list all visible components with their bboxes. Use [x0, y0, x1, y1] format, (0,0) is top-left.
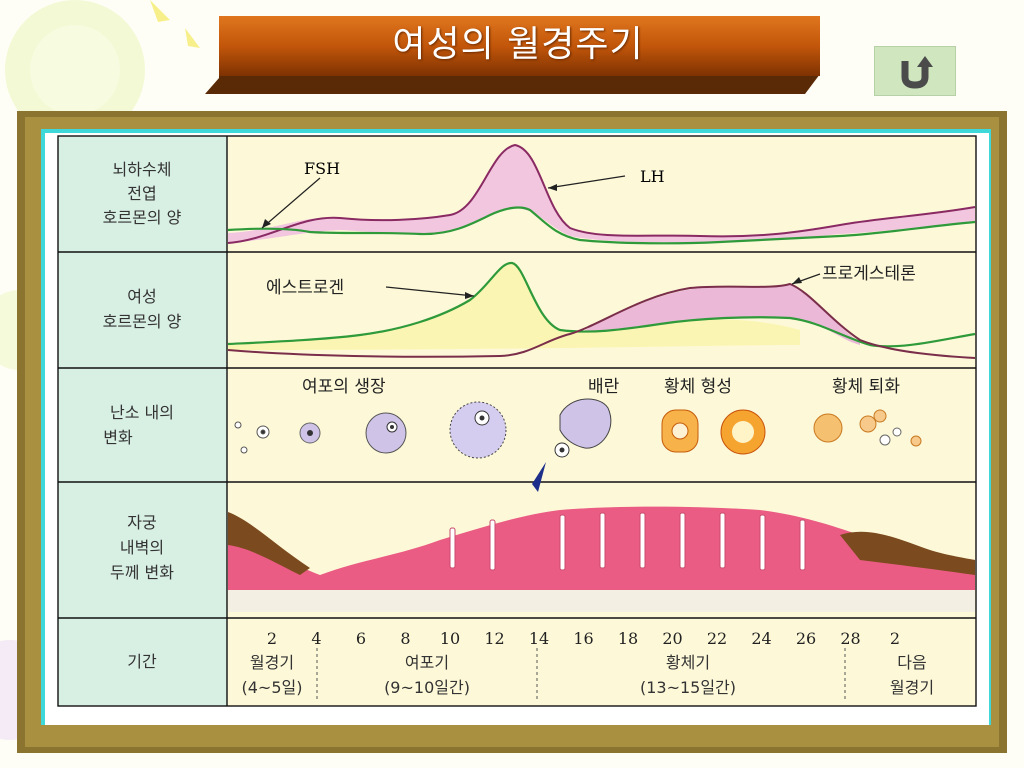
ovulation-label: 배란	[588, 377, 620, 397]
phase-range: (4~5일)	[242, 678, 303, 697]
ovulation-stage	[532, 398, 612, 492]
row-label-line: 뇌하수체	[113, 160, 172, 179]
menstrual-shedding-left	[228, 512, 310, 575]
menstrual-shedding-right	[840, 531, 975, 575]
lh-label: LH	[640, 167, 665, 186]
follicle-stage-1	[234, 421, 270, 454]
row-label-line: 호르몬의 양	[103, 208, 182, 227]
lh-fill-area	[228, 145, 975, 243]
back-button[interactable]	[874, 46, 956, 96]
phase-name: 여포기	[405, 653, 449, 672]
phase-name: 월경기	[250, 653, 294, 672]
row-label-ovary: 난소 내의 변화	[103, 403, 174, 447]
progesterone-label: 프로게스테론	[822, 264, 916, 284]
day-tick-label: 8	[400, 629, 410, 648]
day-tick-label: 22	[707, 629, 727, 648]
row-label-line: 전엽	[127, 184, 156, 203]
progesterone-curve	[227, 282, 976, 359]
day-tick-label: 28	[840, 629, 860, 648]
day-tick-label: 2	[890, 629, 900, 648]
follicle-growth-label: 여포의 생장	[302, 377, 386, 397]
day-tick-labels: 2 4 6 8 10 12 14 16 18 20 22 24 26 28 2	[267, 629, 900, 648]
corpus-luteum-degeneration-label: 황체 퇴화	[832, 377, 900, 397]
endometrium-row	[228, 506, 975, 612]
fsh-pointer	[261, 177, 321, 229]
phase-name: 황체기	[666, 653, 710, 672]
row-label-line: 내벽의	[120, 538, 164, 557]
fsh-curve	[227, 206, 976, 245]
day-tick-label: 14	[529, 629, 549, 648]
lh-curve	[227, 143, 976, 244]
title-banner	[205, 16, 820, 94]
u-turn-arrow-icon	[901, 56, 933, 89]
corpus-luteum-regressing	[813, 409, 922, 447]
ovarian-hormone-chart: 에스트로겐 프로게스테론	[227, 261, 976, 359]
day-tick-label: 2	[267, 629, 277, 648]
row-label-line: 난소 내의	[110, 403, 174, 422]
phase-range: (9~10일간)	[384, 678, 470, 697]
endometrium-base	[228, 590, 975, 612]
corpus-luteum-forming	[661, 409, 699, 453]
phase-range: (13~15일간)	[640, 678, 736, 697]
row-label-line: 자궁	[127, 513, 156, 532]
day-tick-label: 4	[311, 629, 321, 648]
corpus-luteum-formation-label: 황체 형성	[664, 377, 732, 397]
day-tick-label: 6	[356, 629, 366, 648]
lh-pointer	[547, 175, 626, 189]
phase-name: 다음	[897, 653, 926, 672]
fsh-label: FSH	[304, 159, 340, 178]
day-tick-label: 18	[618, 629, 638, 648]
estrogen-pointer	[385, 286, 475, 297]
phase-range: 월경기	[890, 678, 934, 697]
corpus-luteum	[720, 409, 766, 455]
day-tick-label: 16	[573, 629, 593, 648]
follicle-stage-3	[365, 412, 407, 454]
estrogen-curve	[227, 261, 976, 348]
follicle-stage-4	[449, 401, 507, 459]
period-row: 2 4 6 8 10 12 14 16 18 20 22 24 26 28 2 월경기 (4~5일) 여포기…	[242, 629, 934, 700]
progesterone-fill-area	[585, 284, 860, 345]
row-label-line: 변화	[103, 428, 133, 447]
day-tick-label: 10	[440, 629, 460, 648]
estrogen-fill-area	[228, 262, 800, 350]
row-label-period: 기간	[127, 652, 157, 671]
row-label-line: 호르몬의 양	[103, 312, 182, 331]
row-label-uterus: 자궁 내벽의 두께 변화	[110, 513, 174, 582]
day-tick-label: 20	[662, 629, 682, 648]
row-label-line: 두께 변화	[110, 563, 174, 582]
day-tick-label: 24	[751, 629, 771, 648]
day-tick-label: 12	[484, 629, 504, 648]
page-title: 여성의 월경주기	[392, 24, 644, 65]
row-label-line: 여성	[127, 287, 156, 306]
row-label-female-hormone: 여성 호르몬의 양	[103, 287, 182, 331]
row-label-pituitary: 뇌하수체 전엽 호르몬의 양	[103, 160, 182, 227]
estrogen-label: 에스트로겐	[266, 278, 344, 298]
ovary-change-row: 여포의 생장 배란 황체 형성 황체 퇴화	[234, 377, 922, 492]
pituitary-hormone-chart: FSH LH	[227, 143, 976, 245]
day-tick-label: 26	[796, 629, 816, 648]
row-label-line: 기간	[127, 652, 157, 671]
follicle-stage-2	[299, 422, 321, 444]
endometrium-glands	[449, 512, 806, 571]
